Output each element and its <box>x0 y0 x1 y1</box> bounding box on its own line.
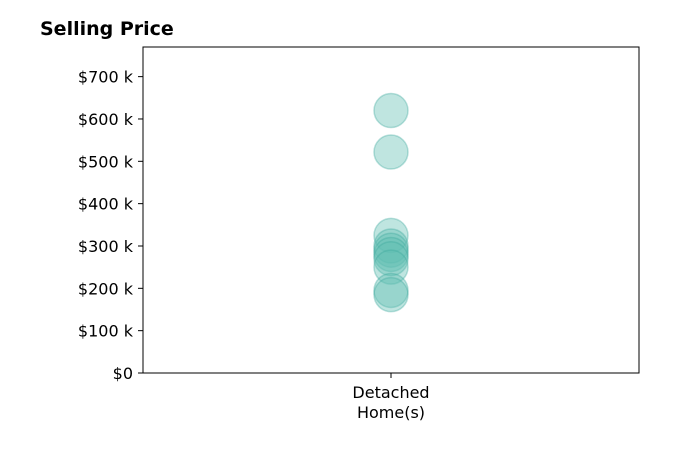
data-point <box>373 92 409 129</box>
chart-title: Selling Price <box>40 18 174 40</box>
data-point <box>373 217 409 254</box>
y-tick-label: $200 k <box>78 279 134 298</box>
y-tick-label: $600 k <box>78 110 134 129</box>
data-points <box>373 92 409 313</box>
data-point <box>373 272 409 309</box>
y-tick-label: $300 k <box>78 237 134 256</box>
y-axis: $0 $100 k $200 k $300 k $400 k $500 k $600 k $7… <box>78 68 143 383</box>
x-tick-label-line2: Home(s) <box>357 403 425 422</box>
y-tick-label: $400 k <box>78 195 134 214</box>
data-point <box>373 249 409 285</box>
y-tick-label: $0 <box>113 364 133 383</box>
y-tick-label: $700 k <box>78 68 134 87</box>
y-tick-label: $100 k <box>78 322 134 341</box>
x-axis: Detached Home(s) <box>352 373 430 422</box>
data-point <box>373 134 409 170</box>
data-point <box>373 276 409 313</box>
data-point <box>373 240 409 277</box>
data-point <box>373 236 409 273</box>
x-tick-label-line1: Detached <box>352 383 429 402</box>
data-point <box>373 232 409 268</box>
data-point <box>373 228 409 264</box>
y-tick-label: $500 k <box>78 152 134 171</box>
